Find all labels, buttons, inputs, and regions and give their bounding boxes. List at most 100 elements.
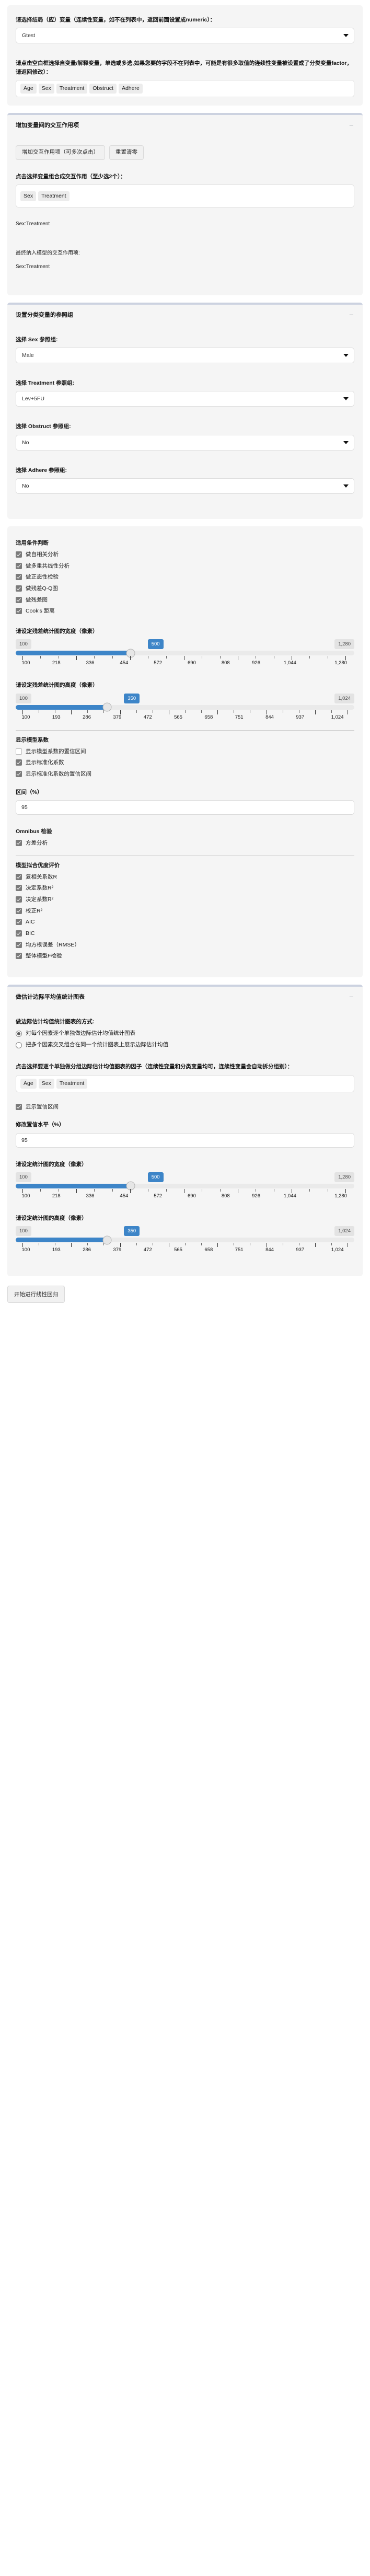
radio-unselected-icon[interactable]: [16, 1042, 22, 1048]
slider-track[interactable]: [16, 1235, 354, 1245]
checkbox-checked-icon[interactable]: [16, 885, 22, 892]
tag-item[interactable]: Sex: [20, 191, 37, 201]
checkbox-checked-icon[interactable]: [16, 551, 22, 558]
assumption-autocorrelation[interactable]: 做自相关分析: [16, 551, 354, 559]
slider-tick-labels: 100 193 286 379 472 565 658 751 844 937 …: [21, 714, 344, 720]
reference-sex-select[interactable]: Male: [16, 348, 354, 364]
predictors-tagbox[interactable]: Age Sex Treatment Obstruct Adhere: [16, 79, 354, 97]
emmeans-width-label: 请设定统计图的宽度（像素）: [16, 1161, 87, 1168]
tag-item[interactable]: Treatment: [56, 83, 88, 94]
slider-knob[interactable]: [126, 1181, 135, 1191]
assumption-normality[interactable]: 做正态性检验: [16, 573, 354, 581]
radio-selected-icon[interactable]: [16, 1030, 22, 1037]
checkbox-checked-icon[interactable]: [16, 574, 22, 581]
ci-level-input[interactable]: 95: [16, 800, 354, 815]
reference-obstruct-select[interactable]: No: [16, 434, 354, 450]
checkbox-checked-icon[interactable]: [16, 930, 22, 937]
assumption-residual-plot[interactable]: 做残差图: [16, 596, 354, 604]
standardized-coefficient-ci-toggle[interactable]: 显示标准化系数的置信区间: [16, 770, 354, 778]
goodness-adjusted-r-squared[interactable]: 校正R²: [16, 907, 354, 915]
tag-item[interactable]: Adhere: [118, 83, 143, 94]
goodness-multiple-r[interactable]: 复相关系数R: [16, 873, 354, 881]
slider-max-label: 1,024: [334, 1226, 354, 1237]
residual-height-slider[interactable]: 100 350 1,024 100 193 286 379: [16, 693, 354, 722]
slider-tick-labels: 100 218 336 454 572 690 808 926 1,044 1,…: [21, 660, 347, 666]
checkbox-label: 决定系数R²: [26, 885, 54, 892]
checkbox-label: AIC: [26, 919, 35, 926]
emmeans-alpha-input[interactable]: 95: [16, 1133, 354, 1148]
checkbox-checked-icon[interactable]: [16, 596, 22, 603]
checkbox-checked-icon[interactable]: [16, 562, 22, 569]
emmeans-mode-combined[interactable]: 把多个因素交叉组合在同一个统计图表上展示边际估计均值: [16, 1041, 354, 1049]
slider-knob[interactable]: [126, 649, 135, 658]
tag-item[interactable]: Sex: [38, 83, 54, 94]
slider-track[interactable]: [16, 702, 354, 712]
checkbox-checked-icon[interactable]: [16, 759, 22, 766]
emmeans-factor-tagbox[interactable]: Age Sex Treatment: [16, 1075, 354, 1092]
checkbox-label: 显示标准化系数: [26, 759, 64, 766]
collapse-minus-icon[interactable]: –: [349, 992, 353, 1001]
tag-item[interactable]: Obstruct: [89, 83, 117, 94]
assumption-cooks-distance[interactable]: Cook's 距离: [16, 607, 354, 615]
checkbox-checked-icon[interactable]: [16, 608, 22, 615]
checkbox-checked-icon[interactable]: [16, 839, 22, 846]
checkbox-checked-icon[interactable]: [16, 907, 22, 914]
collapse-minus-icon[interactable]: –: [349, 310, 353, 319]
checkbox-checked-icon[interactable]: [16, 585, 22, 592]
checkbox-checked-icon[interactable]: [16, 919, 22, 926]
goodness-rmse[interactable]: 均方根误差（RMSE）: [16, 941, 354, 949]
residual-width-slider[interactable]: 100 500 1,280 100 218 336 454: [16, 639, 354, 667]
checkbox-label: 做残差Q-Q图: [26, 585, 58, 592]
chevron-down-icon: [343, 397, 349, 401]
goodness-r-squared[interactable]: 决定系数R²: [16, 884, 354, 892]
reference-adhere-select[interactable]: No: [16, 478, 354, 494]
checkbox-label: 显示模型系数的置信区间: [26, 748, 86, 755]
slider-knob[interactable]: [102, 702, 112, 712]
slider-max-label: 1,280: [334, 1172, 354, 1182]
checkbox-checked-icon[interactable]: [16, 953, 22, 960]
interaction-picker-tagbox[interactable]: Sex Treatment: [16, 184, 354, 208]
collapse-minus-icon[interactable]: –: [349, 120, 353, 129]
tag-item[interactable]: Treatment: [56, 1078, 88, 1089]
goodness-aic[interactable]: AIC: [16, 918, 354, 926]
tag-item[interactable]: Treatment: [38, 191, 70, 201]
reference-sex-value: Male: [22, 352, 34, 359]
chevron-down-icon: [343, 441, 349, 444]
checkbox-checked-icon[interactable]: [16, 941, 22, 948]
assumption-multicollinearity[interactable]: 做多重共线性分析: [16, 562, 354, 570]
emmeans-width-slider[interactable]: 100 500 1,280 100: [16, 1172, 354, 1200]
variable-selection-panel: 请选择结局（应）变量（连续性变量，如不在列表中，返回前面设置成numeric）：…: [7, 5, 363, 106]
coefficient-ci-toggle[interactable]: 显示模型系数的置信区间: [16, 748, 354, 756]
reference-title: 设置分类变量的参照组: [16, 312, 73, 319]
add-interaction-button[interactable]: 增加交互作用项（可多次点击）: [16, 145, 105, 160]
checkbox-label: 做自相关分析: [26, 551, 59, 558]
slider-track[interactable]: [16, 649, 354, 658]
tag-item[interactable]: Age: [20, 1078, 37, 1089]
emmeans-height-label: 请设定统计图的高度（像素）: [16, 1215, 87, 1221]
slider-knob[interactable]: [102, 1235, 112, 1245]
outcome-select[interactable]: Gtest: [16, 28, 354, 44]
reference-group-card: 设置分类变量的参照组 – 选择 Sex 参照组: Male 选择 Treatme…: [7, 303, 363, 519]
tag-item[interactable]: Sex: [38, 1078, 54, 1089]
goodness-f-test[interactable]: 整体模型F检验: [16, 952, 354, 960]
reference-treatment-select[interactable]: Lev+5FU: [16, 391, 354, 407]
assumption-qq-plot[interactable]: 做残差Q-Q图: [16, 585, 354, 593]
checkbox-unchecked-icon[interactable]: [16, 748, 22, 755]
standardized-coefficient-toggle[interactable]: 显示标准化系数: [16, 759, 354, 767]
emmeans-show-ci-toggle[interactable]: 显示置信区间: [16, 1103, 354, 1111]
emmeans-mode-separate[interactable]: 对每个因素逐个单独做边际估计均值统计图表: [16, 1030, 354, 1037]
checkbox-checked-icon[interactable]: [16, 873, 22, 880]
goodness-r-squared-2[interactable]: 决定系数R²: [16, 896, 354, 904]
tag-item[interactable]: Age: [20, 83, 37, 94]
slider-track[interactable]: [16, 1181, 354, 1191]
divider: [16, 730, 354, 731]
run-linear-regression-button[interactable]: 开始进行线性回归: [7, 1286, 65, 1303]
checkbox-checked-icon[interactable]: [16, 770, 22, 777]
emmeans-height-slider[interactable]: 100 350 1,024 100: [16, 1226, 354, 1254]
checkbox-checked-icon[interactable]: [16, 1103, 22, 1110]
omnibus-anova-toggle[interactable]: 方差分析: [16, 839, 354, 847]
goodness-bic[interactable]: BIC: [16, 930, 354, 938]
checkbox-label: 显示置信区间: [26, 1103, 59, 1110]
checkbox-checked-icon[interactable]: [16, 896, 22, 903]
reset-interaction-button[interactable]: 重置清零: [109, 145, 144, 160]
